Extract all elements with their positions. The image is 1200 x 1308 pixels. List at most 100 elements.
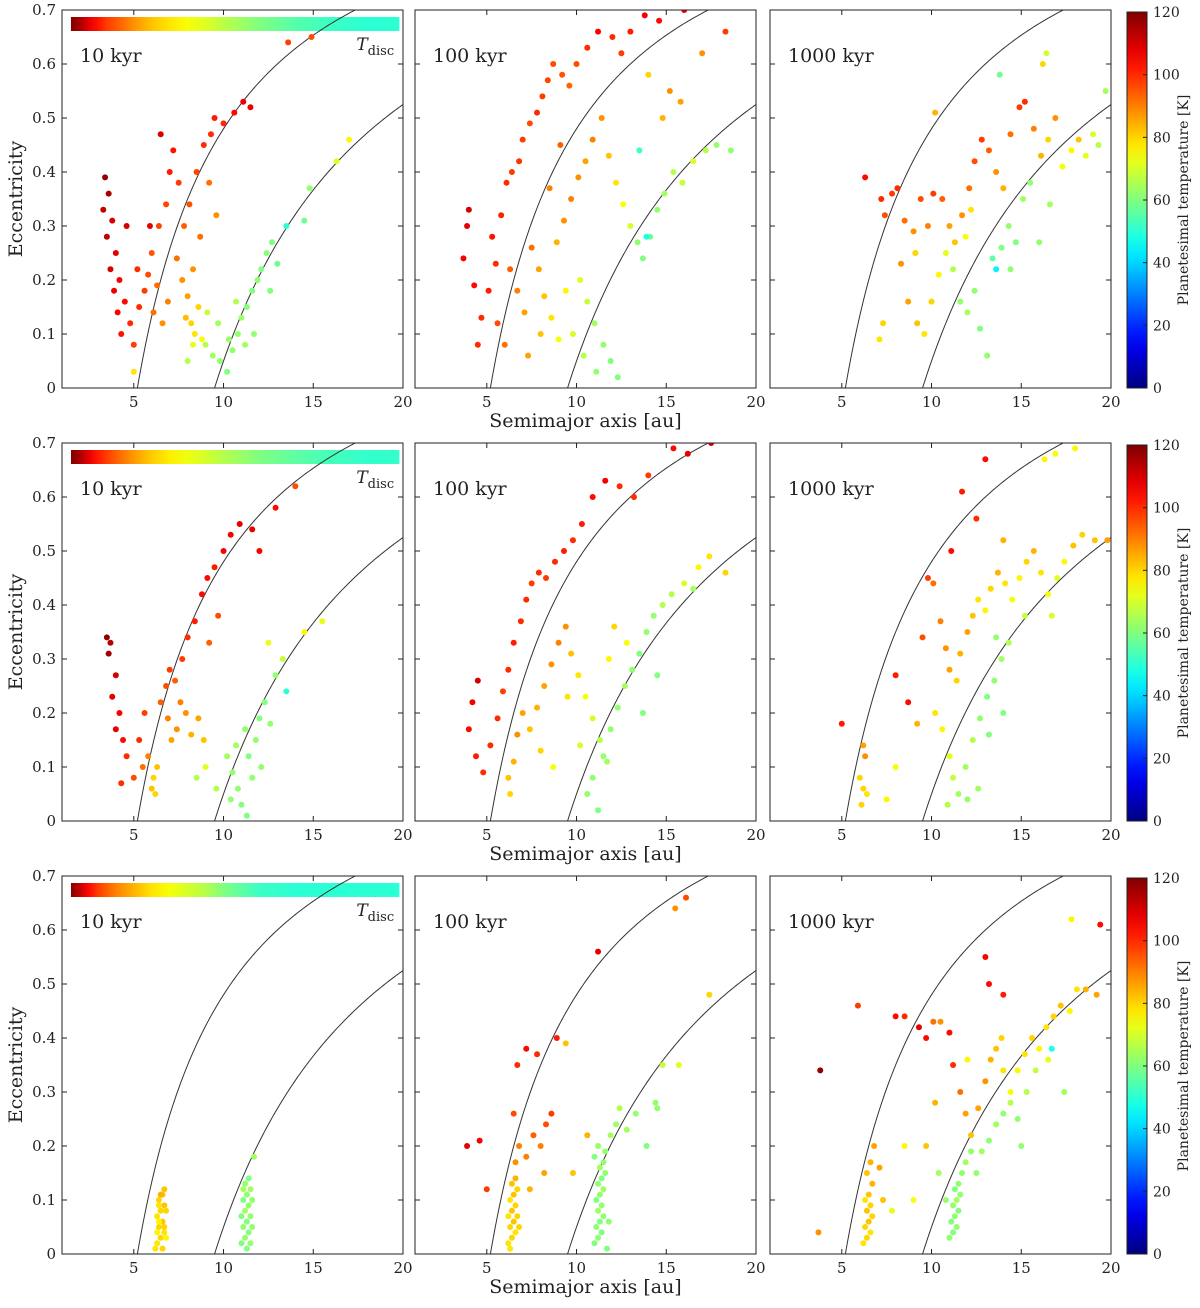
data-point	[240, 1197, 247, 1203]
data-point	[670, 169, 677, 175]
data-point	[215, 320, 222, 327]
pericentre-curve-1	[136, 10, 357, 388]
data-point	[993, 266, 1000, 273]
data-point	[267, 287, 274, 294]
data-point	[930, 1018, 937, 1025]
x-tick-label: 20	[746, 1259, 765, 1277]
data-point	[620, 201, 627, 208]
x-tick-label: 20	[746, 826, 765, 844]
data-point	[534, 109, 541, 116]
data-point	[618, 50, 625, 57]
x-tick-label: 15	[1012, 1259, 1031, 1277]
data-point	[672, 905, 679, 912]
plot-area	[62, 10, 403, 388]
data-point	[154, 1240, 161, 1247]
data-point	[238, 314, 245, 321]
x-axis-label: Semimajor axis [au]	[489, 843, 681, 865]
data-point	[1021, 1051, 1028, 1058]
data-point	[534, 1051, 541, 1058]
data-point	[863, 1207, 870, 1214]
colorbar-tick-label: 100	[1153, 934, 1180, 950]
data-point	[136, 737, 143, 743]
data-point	[910, 1197, 917, 1203]
data-point	[595, 948, 602, 955]
data-point	[163, 201, 170, 208]
data-point	[512, 1159, 519, 1166]
data-point	[946, 1029, 953, 1036]
data-point	[683, 894, 690, 901]
data-point	[1012, 239, 1019, 246]
data-point	[243, 304, 250, 310]
data-point	[993, 1121, 1000, 1128]
data-point	[263, 250, 270, 256]
pericentre-curve-2	[922, 970, 1111, 1254]
y-tick-label: 0.5	[32, 542, 56, 560]
data-point	[645, 472, 652, 479]
data-point	[1082, 986, 1089, 993]
panel-label: 100 kyr	[433, 478, 508, 500]
data-point	[985, 147, 992, 154]
data-point	[190, 266, 197, 273]
data-point	[838, 720, 845, 727]
data-point	[702, 147, 709, 154]
data-point	[946, 666, 953, 673]
pericentre-curve-2	[922, 104, 1111, 388]
data-point	[1041, 456, 1048, 463]
data-point	[198, 591, 205, 598]
data-point	[584, 44, 591, 51]
data-point	[510, 1218, 517, 1225]
pericentre-curve-1	[844, 876, 1065, 1254]
data-point	[982, 1078, 989, 1085]
panel-r2-c3: 1000 kyr 5 10 15 20	[769, 442, 1121, 844]
data-point	[510, 1110, 517, 1117]
data-point	[130, 774, 137, 781]
pericentre-curve-1	[489, 10, 710, 388]
y-tick-label: 0.4	[32, 596, 56, 614]
data-point	[654, 206, 661, 213]
plot-content	[844, 10, 1111, 388]
data-point	[109, 217, 116, 224]
panel-r3-c2: 100 kyr 5 10 15 20 Semimajor axis [au]	[414, 875, 766, 1298]
data-point	[582, 158, 589, 165]
data-point	[175, 179, 182, 186]
data-point	[206, 179, 213, 186]
data-point	[155, 1224, 162, 1230]
data-point	[242, 341, 249, 348]
data-point	[268, 239, 275, 246]
data-point	[103, 634, 110, 641]
data-point	[460, 255, 467, 262]
data-point	[505, 1213, 512, 1220]
data-point	[856, 774, 863, 781]
data-point	[193, 774, 200, 781]
data-point	[889, 190, 896, 197]
data-point	[243, 1245, 250, 1252]
data-point	[862, 174, 869, 181]
data-point	[505, 1240, 512, 1247]
data-point	[946, 753, 953, 760]
data-point	[507, 791, 514, 797]
panel-frame	[61, 9, 404, 389]
colorbar-tick-label: 20	[1153, 318, 1171, 334]
data-point	[242, 1180, 249, 1187]
data-point	[604, 758, 611, 765]
colorbar-tick-label: 120	[1153, 5, 1180, 21]
data-point	[346, 136, 353, 143]
data-point	[595, 807, 602, 814]
data-point	[530, 1132, 537, 1139]
data-point	[962, 764, 969, 770]
y-tick-label: 0.3	[32, 1083, 56, 1101]
data-point	[971, 287, 978, 294]
data-point	[596, 737, 603, 743]
x-tick-label: 5	[482, 393, 492, 411]
x-tick-label: 15	[657, 1259, 676, 1277]
data-point	[695, 564, 702, 571]
panel-label: 1000 kyr	[788, 478, 875, 500]
data-point	[231, 109, 238, 116]
data-point	[951, 1213, 958, 1220]
x-tick-label: 5	[129, 826, 139, 844]
panel-label: 10 kyr	[80, 911, 142, 933]
data-point	[1020, 196, 1027, 202]
data-point	[604, 1245, 611, 1252]
data-point	[962, 233, 969, 240]
